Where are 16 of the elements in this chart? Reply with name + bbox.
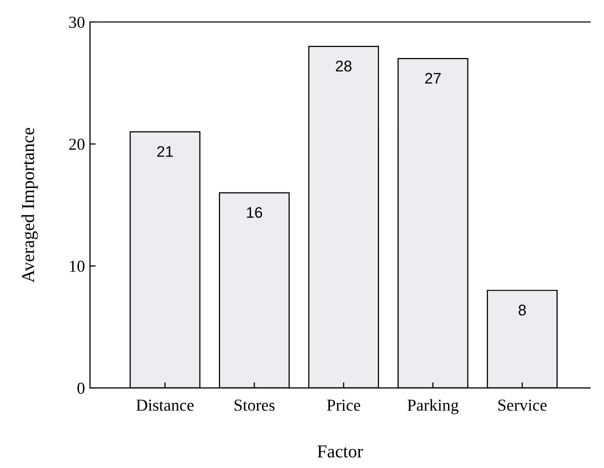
- x-tick-label: Parking: [407, 399, 459, 414]
- y-tick-label: 30: [69, 16, 84, 28]
- y-tick-label: 10: [70, 260, 84, 272]
- y-axis-title: Averaged Importance: [21, 128, 38, 283]
- y-tick-label: 20: [69, 138, 84, 150]
- x-tick-label: Service: [498, 400, 547, 411]
- y-tick-label: 0: [77, 382, 84, 394]
- x-tick-label: Distance: [136, 400, 194, 411]
- data-label: 16: [246, 207, 262, 218]
- data-label: 21: [157, 146, 173, 157]
- data-label: 28: [336, 60, 352, 72]
- x-tick-label: Stores: [234, 400, 275, 411]
- x-axis-title: Factor: [318, 446, 363, 458]
- data-label: 8: [518, 304, 526, 316]
- data-label: 27: [425, 72, 441, 84]
- x-tick-label: Price: [326, 400, 360, 411]
